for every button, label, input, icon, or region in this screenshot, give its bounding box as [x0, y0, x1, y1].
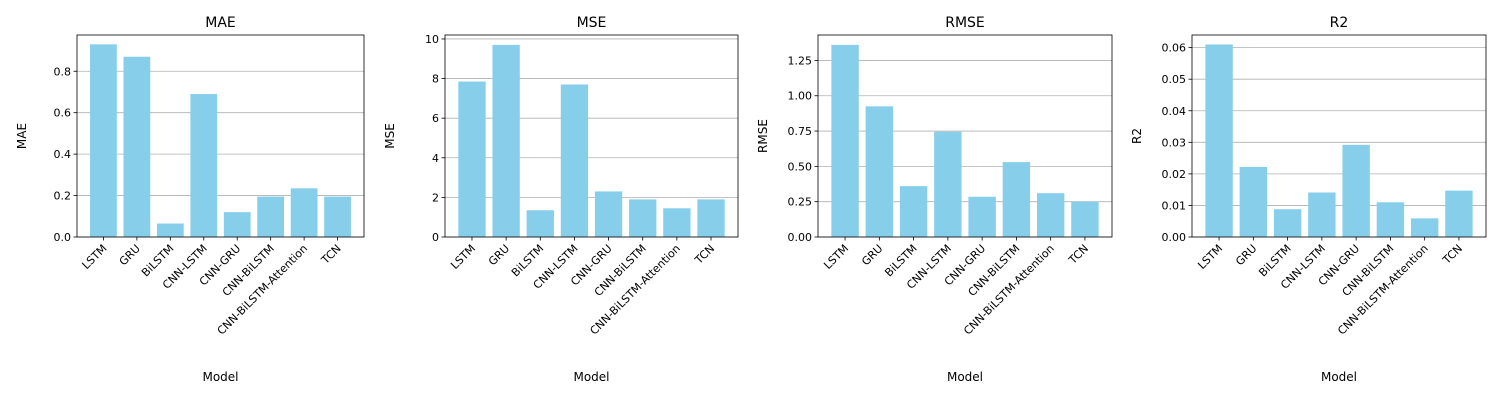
bar-lstm[interactable] [90, 44, 117, 238]
x-axis-label: Model [573, 370, 609, 384]
bar-bilstm[interactable] [899, 186, 928, 237]
x-tick-label: LSTM [821, 242, 851, 272]
y-tick-label: 0.00 [788, 231, 813, 244]
y-tick-label: 8 [432, 73, 439, 86]
bar-bilstm[interactable] [1273, 209, 1302, 237]
bar-bilstm[interactable] [156, 223, 184, 237]
x-tick-label: TCN [692, 242, 717, 267]
y-tick-label: 6 [432, 112, 439, 125]
y-tick-label: 0.50 [788, 160, 813, 173]
axes-frame [76, 34, 365, 238]
bar-cnn-lstm[interactable] [560, 84, 589, 238]
y-tick-label: 10 [425, 33, 439, 46]
x-tick-label: LSTM [80, 242, 110, 272]
x-axis-label: Model [202, 370, 238, 384]
x-tick-label: LSTM [1195, 242, 1225, 272]
bar-cnn-bilstm[interactable] [1002, 162, 1031, 237]
y-axis-label: R2 [1130, 128, 1144, 144]
bar-cnn-gru[interactable] [1342, 144, 1370, 237]
x-tick-label: GRU [486, 242, 512, 268]
bar-cnn-lstm[interactable] [190, 94, 218, 238]
bar-gru[interactable] [865, 106, 894, 237]
x-tick-label: TCN [1066, 242, 1091, 267]
y-tick-label: 0.75 [788, 125, 813, 138]
bar-cnn-bilstm-attention[interactable] [290, 188, 318, 237]
x-tick-label: TCN [1440, 242, 1465, 267]
chart-title: MSE [577, 15, 607, 31]
y-axis-label: MAE [15, 123, 29, 149]
y-tick-label: 2 [432, 191, 439, 204]
bar-gru[interactable] [123, 56, 151, 237]
bar-cnn-lstm[interactable] [1308, 192, 1336, 237]
y-tick-label: 0.6 [54, 107, 72, 120]
y-tick-label: 0.00 [1162, 231, 1187, 244]
y-tick-label: 0.2 [54, 190, 72, 203]
x-axis-label: Model [1321, 370, 1357, 384]
chart-title: MAE [205, 15, 236, 31]
bar-tcn[interactable] [1445, 190, 1473, 237]
bar-cnn-bilstm-attention[interactable] [1410, 218, 1439, 237]
y-tick-label: 0.02 [1162, 168, 1187, 181]
bar-cnn-bilstm-attention[interactable] [663, 208, 691, 237]
bar-gru[interactable] [1239, 166, 1268, 237]
y-tick-label: 0.04 [1162, 105, 1187, 118]
bar-bilstm[interactable] [526, 210, 554, 237]
bar-cnn-lstm[interactable] [934, 131, 962, 237]
axes-frame [1191, 34, 1487, 238]
bar-cnn-gru[interactable] [594, 191, 623, 237]
chart-title: R2 [1330, 15, 1349, 31]
bar-lstm[interactable] [1205, 44, 1233, 237]
axes-frame [817, 34, 1113, 238]
y-tick-label: 0 [432, 231, 439, 244]
bar-cnn-bilstm[interactable] [257, 196, 285, 237]
bar-cnn-gru[interactable] [968, 196, 996, 237]
x-tick-label: GRU [1233, 242, 1259, 268]
bar-tcn[interactable] [324, 196, 351, 237]
y-tick-label: 0.01 [1162, 199, 1187, 212]
bar-tcn[interactable] [1071, 201, 1099, 237]
y-axis-label: RMSE [756, 119, 770, 153]
bar-cnn-bilstm-attention[interactable] [1036, 193, 1065, 237]
bar-cnn-bilstm[interactable] [629, 199, 657, 237]
bar-gru[interactable] [492, 44, 520, 237]
x-tick-label: GRU [859, 242, 885, 268]
bar-cnn-gru[interactable] [223, 212, 251, 237]
bar-lstm[interactable] [831, 44, 859, 238]
chart-title: RMSE [945, 15, 985, 31]
y-tick-label: 0.03 [1162, 136, 1187, 149]
x-tick-label: TCN [318, 242, 343, 267]
y-tick-label: 0.0 [54, 231, 72, 244]
y-tick-label: 0.4 [54, 148, 72, 161]
bar-cnn-bilstm[interactable] [1376, 202, 1405, 237]
bar-lstm[interactable] [458, 81, 486, 237]
y-tick-label: 0.05 [1162, 73, 1187, 86]
x-axis-label: Model [947, 370, 983, 384]
y-tick-label: 1.25 [788, 54, 813, 67]
axes-frame [444, 34, 739, 238]
y-tick-label: 0.25 [788, 196, 813, 209]
bar-tcn[interactable] [697, 199, 725, 237]
y-tick-label: 1.00 [788, 90, 813, 103]
x-tick-label: GRU [117, 242, 143, 268]
x-tick-label: LSTM [448, 242, 478, 272]
y-tick-label: 0.06 [1162, 42, 1187, 55]
y-axis-label: MSE [383, 123, 397, 149]
y-tick-label: 0.8 [54, 65, 72, 78]
y-tick-label: 4 [432, 152, 439, 165]
